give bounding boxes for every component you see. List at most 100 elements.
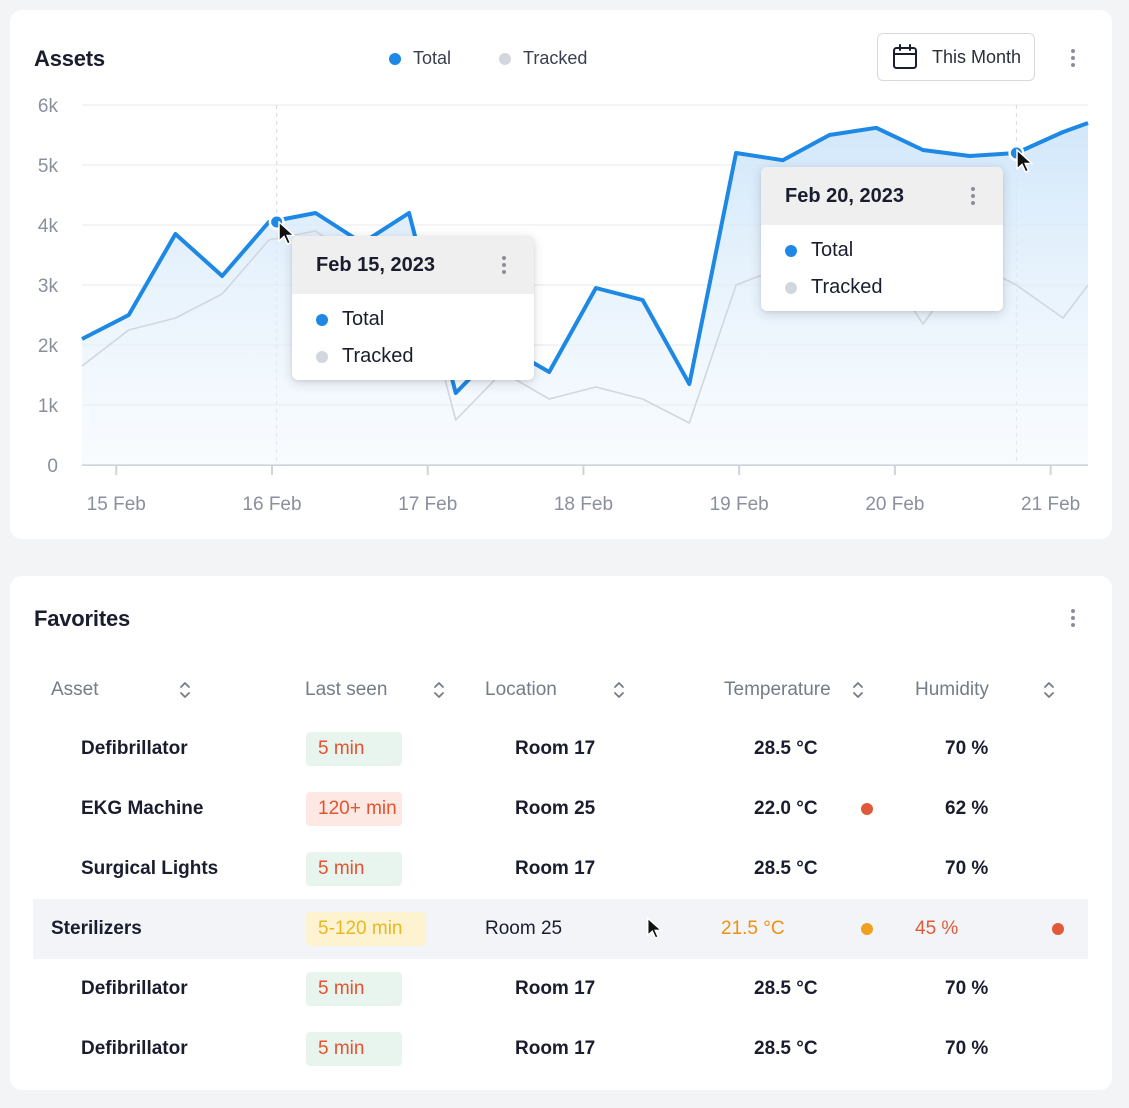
temperature: 21.5 °C [721, 918, 785, 939]
tooltip-row-total: Total [761, 232, 1003, 269]
legend-item-total[interactable]: Total [389, 48, 451, 69]
temperature: 28.5 °C [754, 738, 818, 759]
tooltip-label-tracked: Tracked [342, 345, 414, 367]
x-tick-label: 21 Feb [1021, 494, 1080, 515]
tooltip-row-tracked: Tracked [292, 338, 534, 375]
table-row-selected[interactable]: Sterilizers 5-120 min Room 25 21.5 °C 45… [33, 899, 1088, 959]
favorites-menu-icon[interactable] [1063, 606, 1083, 630]
last-seen-badge: 5 min [306, 1032, 402, 1066]
last-seen-badge: 120+ min [306, 792, 402, 826]
assets-title: Assets [34, 46, 105, 71]
x-tick-label: 16 Feb [242, 494, 301, 515]
column-header-asset[interactable]: Asset [51, 679, 99, 700]
tooltip-row-total: Total [292, 301, 534, 338]
y-tick-label: 6k [38, 96, 59, 117]
y-tick-label: 2k [38, 336, 59, 357]
tooltip-date: Feb 20, 2023 [785, 184, 904, 207]
location: Room 17 [515, 1038, 596, 1059]
location: Room 17 [515, 978, 596, 999]
favorites-title: Favorites [34, 606, 131, 631]
last-seen-badge: 5-120 min [306, 912, 426, 946]
mouse-cursor-icon [1016, 149, 1034, 173]
temperature: 22.0 °C [754, 798, 818, 819]
assets-menu-icon[interactable] [1063, 46, 1083, 70]
asset-name: Sterilizers [51, 918, 142, 939]
dot-tracked [316, 350, 328, 363]
x-tick-label: 18 Feb [554, 494, 613, 515]
table-row[interactable]: Defibrillator 5 min Room 17 28.5 °C 70 % [33, 719, 1088, 779]
chart-legend: Total Tracked [389, 48, 587, 69]
humidity: 70 % [945, 1038, 989, 1059]
assets-card: Assets Total Tracked This Month [10, 10, 1112, 539]
series-line-total [81, 121, 1089, 395]
location: Room 25 [485, 918, 563, 939]
asset-name: Defibrillator [81, 738, 188, 759]
table-row[interactable]: Defibrillator 5 min Room 17 28.5 °C 70 % [33, 1019, 1088, 1079]
column-header-location[interactable]: Location [485, 679, 557, 700]
sort-icon[interactable] [179, 679, 191, 701]
legend-label-tracked: Tracked [523, 48, 588, 68]
sort-icon[interactable] [1043, 679, 1055, 701]
dot-tracked [785, 281, 797, 294]
column-header-temperature[interactable]: Temperature [724, 679, 831, 700]
x-tick-label: 20 Feb [865, 494, 924, 515]
y-tick-label: 3k [38, 276, 59, 297]
temperature: 28.5 °C [754, 858, 818, 879]
location: Room 25 [515, 798, 596, 819]
tooltip-header: Feb 20, 2023 [761, 167, 1003, 225]
table-row[interactable]: EKG Machine 120+ min Room 25 22.0 °C 62 … [33, 779, 1088, 839]
tooltip-feb-15: Feb 15, 2023 Total Tracked [292, 236, 534, 380]
sort-icon[interactable] [852, 679, 864, 701]
y-tick-label: 0 [47, 456, 58, 477]
tooltip-header: Feb 15, 2023 [292, 236, 534, 294]
asset-name: EKG Machine [81, 798, 204, 819]
favorites-card: Favorites Asset Last seen Location Tempe… [10, 576, 1112, 1090]
humidity: 45 % [915, 918, 959, 939]
tooltip-menu-icon[interactable] [494, 253, 514, 277]
column-header-last-seen[interactable]: Last seen [305, 679, 388, 700]
temperature: 28.5 °C [754, 978, 818, 999]
date-filter-button[interactable]: This Month [877, 33, 1035, 81]
tooltip-menu-icon[interactable] [963, 184, 983, 208]
asset-name: Defibrillator [81, 1038, 188, 1059]
tooltip-date: Feb 15, 2023 [316, 253, 435, 276]
location: Room 17 [515, 738, 596, 759]
location: Room 17 [515, 858, 596, 879]
tooltip-row-tracked: Tracked [761, 269, 1003, 306]
temperature: 28.5 °C [754, 1038, 818, 1059]
humidity: 70 % [945, 978, 989, 999]
tooltip-label-total: Total [342, 308, 385, 330]
legend-dot-tracked [499, 52, 512, 65]
legend-item-tracked[interactable]: Tracked [499, 48, 587, 69]
temperature-alert-dot [861, 803, 873, 815]
sort-icon[interactable] [613, 679, 625, 701]
table-row[interactable]: Defibrillator 5 min Room 17 28.5 °C 70 % [33, 959, 1088, 1019]
humidity-alert-dot [1052, 923, 1064, 935]
date-filter-label: This Month [932, 46, 1022, 67]
y-tick-label: 1k [38, 396, 59, 417]
humidity: 70 % [945, 858, 989, 879]
legend-dot-total [389, 52, 401, 65]
calendar-icon [893, 44, 917, 69]
x-tick-label: 15 Feb [87, 494, 146, 515]
last-seen-badge: 5 min [306, 972, 402, 1006]
tooltip-feb-20: Feb 20, 2023 Total Tracked [761, 167, 1003, 311]
asset-name: Surgical Lights [81, 858, 219, 879]
x-tick-label: 17 Feb [398, 494, 457, 515]
dot-total [316, 313, 328, 326]
table-row[interactable]: Surgical Lights 5 min Room 17 28.5 °C 70… [33, 839, 1088, 899]
tooltip-label-tracked: Tracked [811, 276, 883, 298]
sort-icon[interactable] [433, 679, 445, 701]
mouse-cursor-icon [647, 916, 664, 939]
dot-total [785, 244, 797, 257]
tooltip-label-total: Total [811, 239, 854, 261]
legend-label-total: Total [413, 48, 452, 68]
last-seen-badge: 5 min [306, 852, 402, 886]
humidity: 70 % [945, 738, 989, 759]
temperature-warning-dot [861, 923, 873, 935]
y-tick-label: 4k [38, 216, 59, 237]
column-header-humidity[interactable]: Humidity [915, 679, 989, 700]
humidity: 62 % [945, 798, 989, 819]
asset-name: Defibrillator [81, 978, 188, 999]
mouse-cursor-icon [278, 221, 296, 245]
